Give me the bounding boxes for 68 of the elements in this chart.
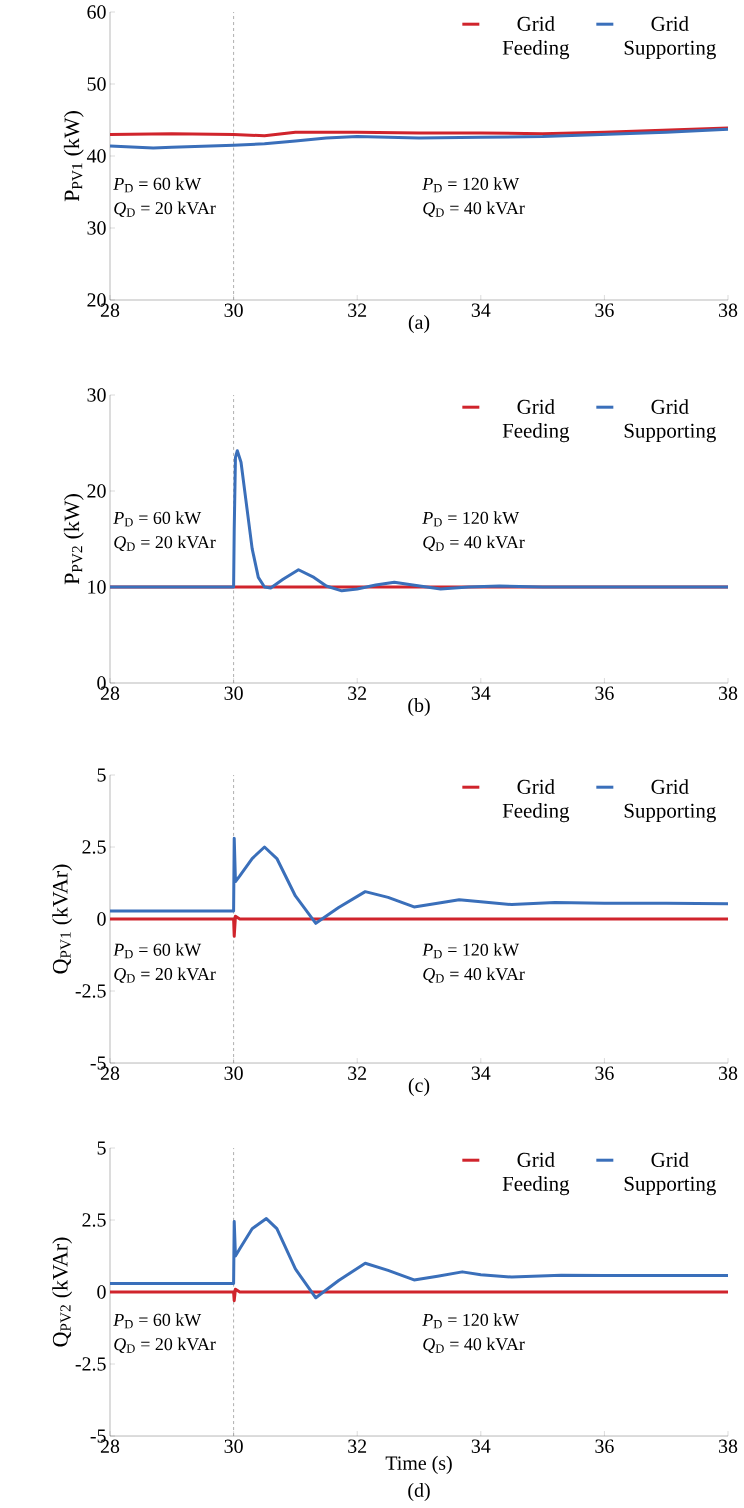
- y-tick-label: -2.5: [75, 1357, 106, 1371]
- x-tick-label: 38: [719, 1066, 738, 1080]
- legend-label: Grid Supporting: [624, 399, 716, 443]
- x-tick-label: 36: [595, 303, 614, 317]
- x-tick-label: 32: [348, 1066, 367, 1080]
- text: (d): [408, 1482, 430, 1502]
- annotation: Q$_{D}$ = 40 kVAr: [423, 1337, 525, 1353]
- annotation: P$_{D}$ = 60 kW: [113, 1313, 202, 1329]
- annotation: Q$_{D}$ = 20 kVAr: [114, 535, 216, 551]
- legend-label: Grid Feeding: [502, 779, 570, 823]
- legend-label: Grid Supporting: [624, 1152, 716, 1196]
- annotation: P$_{D}$ = 120 kW: [422, 943, 520, 959]
- y-tick-label: 0: [97, 912, 106, 926]
- y-axis-title: Q$_{PV1}$ (kVAr): [52, 864, 73, 974]
- x-tick-label: 30: [224, 303, 243, 317]
- annotation: P$_{D}$ = 60 kW: [113, 511, 202, 527]
- annotation: P$_{D}$ = 120 kW: [422, 511, 520, 527]
- x-tick-label: 30: [224, 1439, 243, 1453]
- y-tick-label: 0: [97, 1285, 106, 1299]
- annotation: P$_{D}$ = 60 kW: [113, 177, 202, 193]
- y-tick-label: 50: [87, 77, 106, 91]
- y-tick-label: 30: [87, 221, 106, 235]
- y-axis-title: P$_{PV1}$ (kW): [63, 111, 84, 202]
- text: (a): [408, 314, 430, 334]
- annotation: Q$_{D}$ = 20 kVAr: [114, 1337, 216, 1353]
- text: (b): [408, 697, 430, 717]
- legend-label: Grid Feeding: [502, 1152, 570, 1196]
- x-tick-label: 34: [471, 1439, 491, 1453]
- x-axis-title: Time (s): [385, 1455, 452, 1474]
- x-tick-label: 32: [348, 1439, 367, 1453]
- legend-label: Grid Feeding: [502, 16, 570, 60]
- annotation: Q$_{D}$ = 20 kVAr: [114, 201, 216, 217]
- legend-label: Grid Supporting: [624, 16, 716, 60]
- x-tick-label: 32: [348, 303, 367, 317]
- legend-label: Grid Feeding: [502, 399, 570, 443]
- y-tick-label: 5: [97, 768, 106, 782]
- y-tick-label: -2.5: [75, 984, 106, 998]
- y-tick-label: 2.5: [82, 840, 106, 854]
- x-tick-label: 34: [471, 686, 491, 700]
- x-tick-label: 32: [348, 686, 367, 700]
- annotation: P$_{D}$ = 120 kW: [422, 177, 520, 193]
- text: (c): [408, 1077, 430, 1097]
- x-tick-label: 38: [719, 1439, 738, 1453]
- y-tick-label: 60: [87, 5, 106, 19]
- legend-label: Grid Supporting: [624, 779, 716, 823]
- y-axis-title: Q$_{PV2}$ (kVAr): [52, 1237, 73, 1347]
- y-axis-title: P$_{PV2}$ (kW): [63, 494, 84, 585]
- x-tick-label: 38: [719, 686, 738, 700]
- y-tick-label: 20: [87, 484, 106, 498]
- annotation: Q$_{D}$ = 40 kVAr: [423, 535, 525, 551]
- annotation: Q$_{D}$ = 20 kVAr: [114, 967, 216, 983]
- x-tick-label: 30: [224, 1066, 243, 1080]
- annotation: P$_{D}$ = 120 kW: [422, 1313, 520, 1329]
- x-tick-label: 34: [471, 303, 491, 317]
- y-tick-label: 40: [86, 149, 106, 163]
- annotation: Q$_{D}$ = 40 kVAr: [423, 967, 525, 983]
- x-tick-label: 38: [719, 303, 738, 317]
- x-tick-label: 30: [224, 686, 243, 700]
- y-tick-label: 10: [88, 580, 106, 594]
- y-tick-label: 2.5: [82, 1213, 106, 1227]
- x-tick-label: 36: [595, 1066, 614, 1080]
- y-tick-label: 5: [97, 1141, 106, 1155]
- x-tick-label: 36: [595, 686, 614, 700]
- x-tick-label: 34: [471, 1066, 491, 1080]
- annotation: P$_{D}$ = 60 kW: [113, 943, 202, 959]
- annotation: Q$_{D}$ = 40 kVAr: [423, 201, 525, 217]
- y-tick-label: 30: [87, 388, 106, 402]
- x-tick-label: 36: [595, 1439, 614, 1453]
